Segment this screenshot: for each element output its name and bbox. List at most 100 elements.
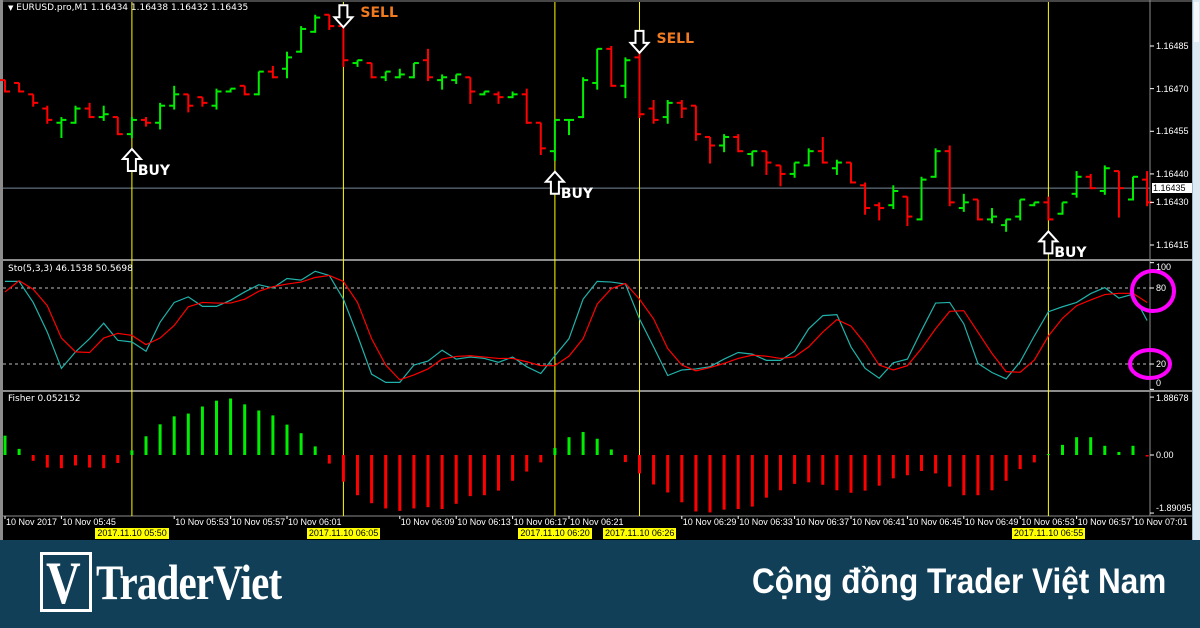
logo-v: V — [46, 550, 81, 616]
time-tick-label: 10 Nov 05:53 — [175, 517, 229, 527]
fisher-bar — [962, 455, 966, 496]
fisher-bar — [990, 455, 994, 491]
fisher-bar — [1032, 455, 1036, 463]
fisher-bar — [1117, 451, 1121, 455]
buy-arrow-icon — [1037, 229, 1060, 255]
fisher-bar — [511, 455, 515, 481]
fisher-bar — [3, 435, 7, 455]
sell-signal-label: SELL — [360, 5, 398, 22]
fisher-bar — [807, 455, 811, 483]
fisher-bar — [1103, 445, 1107, 455]
time-tick-label: 10 Nov 06:33 — [739, 517, 793, 527]
traderviet-logo-text: TraderViet — [96, 554, 282, 610]
fisher-bar — [102, 455, 106, 469]
fisher-bar — [764, 455, 768, 498]
fisher-bar — [1131, 445, 1135, 455]
buy-signal-label: BUY — [137, 162, 171, 179]
stoch-main-line — [5, 270, 1148, 383]
fisher-bar — [356, 455, 359, 496]
fisher-bar — [229, 398, 233, 455]
signal-time-highlight: 2017.11.10 06:55 — [1011, 528, 1086, 539]
fisher-bar — [215, 400, 218, 455]
fisher-bar — [1046, 454, 1050, 456]
fisher-bar — [525, 455, 529, 472]
fisher-bar — [327, 455, 331, 464]
fisher-bar — [384, 455, 388, 509]
stoch-tick: 0 — [1156, 378, 1162, 388]
fisher-bar — [31, 455, 35, 461]
trading-chart-window[interactable]: ▼ EURUSD.pro,M1 1.16434 1.16438 1.16432 … — [0, 0, 1200, 540]
fisher-bar — [948, 455, 952, 487]
scrollbar-thumb[interactable] — [1194, 2, 1199, 42]
fisher-bar — [1075, 437, 1079, 455]
vertical-scrollbar[interactable] — [1192, 0, 1200, 540]
time-tick-label: 10 Nov 06:37 — [795, 517, 850, 527]
fisher-bar — [1145, 455, 1149, 457]
fisher-bar — [708, 455, 712, 513]
fisher-bar — [779, 455, 782, 491]
fisher-tick: 1.88678 — [1156, 393, 1189, 403]
time-tick-label: 10 Nov 06:13 — [457, 517, 511, 527]
fisher-bar — [497, 455, 500, 491]
current-price-label: 1.16435 — [1152, 183, 1193, 194]
highlight-circle-80 — [1130, 269, 1176, 313]
price-tick: 1.16470 — [1156, 83, 1189, 94]
left-border — [0, 0, 3, 540]
fisher-bar — [1004, 455, 1008, 481]
fisher-bar — [920, 455, 923, 471]
highlight-circle-20 — [1128, 348, 1172, 380]
fisher-bar — [638, 455, 641, 474]
time-tick-label: 10 Nov 05:57 — [231, 517, 286, 527]
fisher-bar — [736, 455, 740, 510]
fisher-bar — [313, 446, 317, 455]
time-tick-label: 10 Nov 06:45 — [908, 517, 962, 527]
symbol-info: EURUSD.pro,M1 1.16434 1.16438 1.16432 1.… — [16, 3, 249, 13]
fisher-bar — [468, 455, 472, 497]
price-tick: 1.16415 — [1156, 240, 1189, 250]
fisher-bar — [130, 450, 134, 455]
fisher-bar — [680, 455, 684, 503]
dropdown-triangle-icon[interactable]: ▼ — [8, 4, 14, 12]
time-tick-label: 10 Nov 06:41 — [852, 517, 906, 527]
stoch-signal-line — [4, 274, 1148, 381]
fisher-bar — [1061, 444, 1064, 455]
signal-time-highlight: 2017.11.10 05:50 — [95, 528, 169, 539]
fisher-bar — [426, 455, 430, 508]
fisher-bar — [398, 455, 402, 511]
slogan: Cộng đồng Trader Việt Nam — [751, 562, 1166, 601]
time-tick-label: 10 Nov 07:01 — [1134, 517, 1188, 527]
fisher-bar — [1089, 437, 1093, 455]
fisher-bar — [45, 455, 49, 468]
fisher-bar — [186, 413, 190, 455]
traderviet-logo-mark: V — [40, 550, 92, 616]
time-tick-label: 10 Nov 06:29 — [682, 517, 737, 527]
fisher-tick: 0.00 — [1156, 450, 1174, 460]
fisher-bar — [934, 455, 938, 474]
fisher-bar — [793, 455, 797, 484]
time-tick-label: 10 Nov 06:01 — [288, 517, 342, 527]
fisher-bar — [722, 455, 726, 510]
fisher-bar — [59, 455, 63, 469]
time-tick-label: 10 Nov 06:49 — [964, 517, 1019, 527]
fisher-bar — [116, 455, 120, 463]
fisher-bar — [609, 449, 613, 455]
fisher-bar — [750, 455, 754, 507]
fisher-bar — [821, 455, 825, 485]
time-tick-label: 10 Nov 05:45 — [62, 517, 116, 527]
fisher-bar — [257, 410, 261, 455]
time-tick-label: 10 Nov 2017 — [6, 517, 58, 527]
fisher-bar — [271, 415, 275, 455]
buy-signal-label: BUY — [560, 185, 594, 202]
time-tick-label: 10 Nov 06:53 — [1021, 517, 1075, 527]
fisher-bar — [172, 416, 176, 455]
fisher-bar — [694, 455, 698, 512]
fisher-bar — [158, 424, 162, 455]
fisher-bar — [905, 455, 909, 476]
chart-canvas — [0, 0, 1192, 540]
sell-arrow-icon — [628, 29, 651, 55]
brand-footer: V TraderViet Cộng đồng Trader Việt Nam — [0, 540, 1200, 628]
fisher-bar — [539, 455, 543, 463]
fisher-bar — [1018, 455, 1022, 470]
fisher-tick: -1.890959 — [1156, 503, 1197, 513]
sell-arrow-icon — [332, 4, 355, 29]
